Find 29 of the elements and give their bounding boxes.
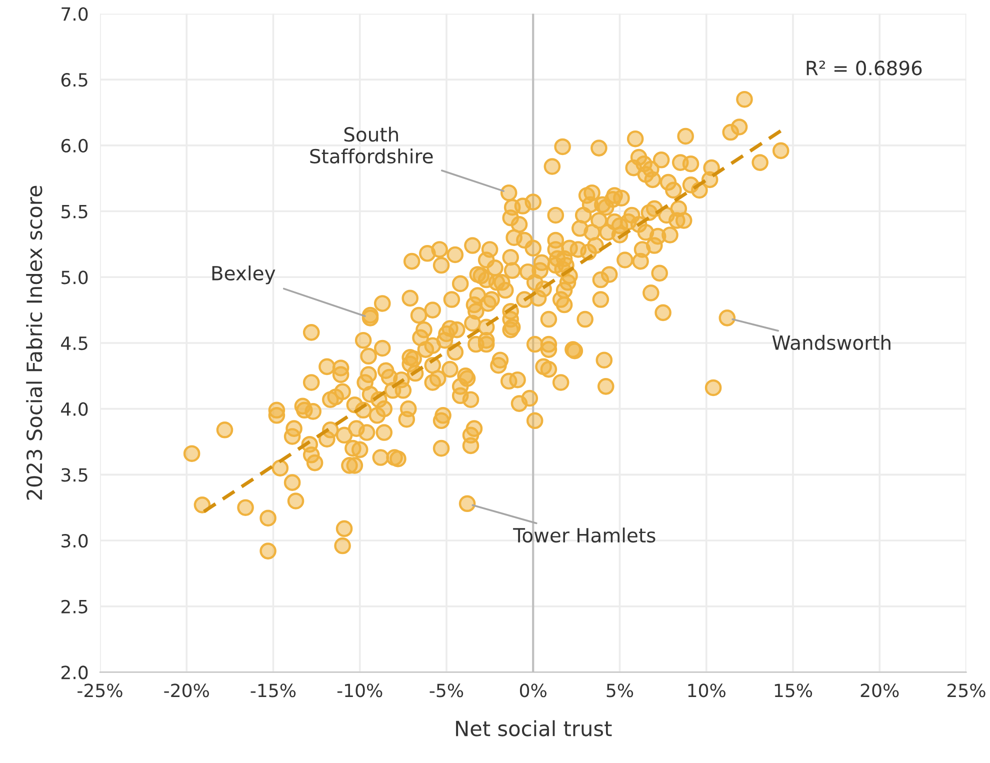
x-tick-label: -25% — [78, 684, 122, 698]
x-tick-label: -5% — [430, 684, 464, 698]
annotation: Wandsworth — [772, 334, 890, 350]
x-tick-label: -15% — [250, 684, 296, 698]
x-tick-label: 25% — [947, 684, 986, 698]
y-tick-label: 3.5 — [62, 468, 88, 482]
y-tick-label: 5.5 — [62, 204, 88, 218]
annotation: South Staffordshire — [310, 126, 433, 164]
x-tick-label: -10% — [337, 684, 382, 698]
x-tick-label: 15% — [774, 684, 812, 698]
y-tick-label: 6.5 — [61, 73, 88, 87]
annotation: R² = 0.6896 — [806, 60, 922, 76]
y-tick-label: 2.5 — [61, 600, 88, 614]
x-tick-label: 20% — [860, 684, 899, 698]
x-tick-label: 0% — [520, 684, 546, 698]
y-tick-label: 7.0 — [62, 7, 88, 21]
y-tick-label: 2.0 — [61, 666, 88, 680]
y-tick-label: 6.0 — [61, 138, 88, 153]
x-tick-label: 5% — [606, 684, 634, 698]
y-axis-title: 2023 Social Fabric Index score — [26, 186, 42, 500]
x-tick-label: 10% — [688, 684, 726, 698]
x-axis-title: Net social trust — [456, 720, 612, 736]
y-tick-label: 5.0 — [62, 270, 88, 284]
x-tick-label: -20% — [164, 684, 209, 698]
annotation: Bexley — [212, 265, 276, 284]
y-tick-label: 3.0 — [62, 534, 88, 548]
y-tick-label: 4.5 — [61, 336, 88, 350]
annotation: Tower Hamlets — [513, 528, 656, 543]
y-tick-label: 4.0 — [61, 402, 88, 416]
